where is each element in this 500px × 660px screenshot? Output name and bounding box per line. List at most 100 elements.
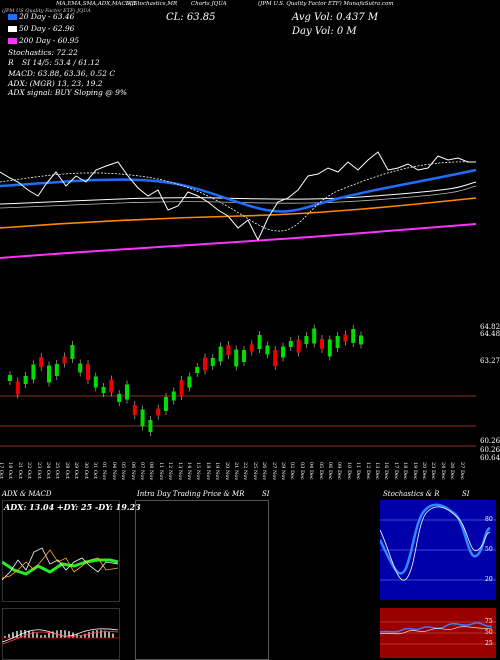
price-axis-3: 63.27 (480, 357, 500, 365)
stochastics-chart (380, 503, 496, 581)
adx-readout: ADX: (MGR) 13, 23, 19.2 (8, 79, 103, 88)
adx-panel (2, 500, 120, 602)
candle (39, 357, 44, 367)
date-label: 30 Oct (82, 462, 89, 479)
date-label: 25 Oct (54, 462, 61, 479)
date-label: 23 Oct (35, 462, 42, 479)
si-tick-25: 25 (485, 640, 493, 647)
date-label: 04 Dec (308, 462, 315, 480)
close-price: CL: 63.85 (166, 12, 216, 23)
header-site: (JPM U.S. Quality Factor ETF) MunafaSutr… (258, 1, 394, 7)
moving-average-chart (0, 151, 477, 259)
stochastics-readout: Stochastics: 72.22 (8, 48, 78, 57)
candle (78, 363, 83, 373)
date-label: 17 Oct (0, 462, 4, 479)
intraday-panel (135, 500, 269, 660)
price-axis-1: 64.82 (480, 323, 500, 331)
macd-histogram-bar (24, 630, 26, 638)
date-label: 21 Oct (16, 462, 23, 479)
date-label: 14 Nov (186, 462, 192, 481)
candle (164, 397, 168, 411)
candle (148, 420, 153, 432)
price-line (0, 151, 476, 242)
si-readout: SI 14/5: 53.4 / 61.12 (22, 58, 100, 67)
legend-label-200: 200 Day - 60.95 (19, 36, 80, 45)
ema200-line (0, 223, 477, 259)
candle (54, 364, 59, 376)
macd-histogram-bar (64, 630, 66, 638)
date-label: 18 Nov (204, 462, 211, 481)
date-label: 29 Oct (73, 462, 80, 479)
candle (327, 339, 332, 357)
day-volume: Day Vol: 0 M (292, 26, 357, 37)
candle (70, 345, 75, 359)
macd-histogram-bar (40, 635, 42, 638)
stoch-si-title: SI (462, 490, 470, 498)
stoch-panel-title: Stochastics & R (383, 490, 440, 498)
price-axis-2: 64.48 (480, 330, 500, 338)
date-label: 11 Dec (355, 462, 362, 480)
date-label: 27 Dec (458, 462, 465, 480)
candle (226, 345, 231, 355)
header-title-mid: SI,Stochastics,MR (126, 1, 178, 7)
candle (249, 344, 254, 352)
si-chart (380, 621, 496, 645)
date-label: 05 Nov (120, 462, 127, 481)
stoch-d-line (380, 506, 491, 581)
adx-white-line (2, 547, 119, 581)
macd-histogram-bar (88, 632, 90, 638)
candle (187, 376, 192, 388)
macd-histogram-bar (112, 633, 114, 638)
date-label: 15 Nov (195, 462, 202, 481)
candle (265, 345, 270, 355)
date-label: 18 Dec (402, 462, 409, 480)
r-label: R (8, 58, 14, 67)
si-tick-75: 75 (485, 618, 493, 625)
macd-histogram-bar (4, 636, 6, 638)
candle (8, 375, 12, 381)
date-label: 19 Dec (411, 462, 418, 480)
adx-orange-line (2, 549, 119, 579)
macd-histogram-bar (60, 630, 62, 638)
candle (210, 358, 215, 366)
date-label: 22 Oct (26, 462, 33, 479)
date-label: 12 Nov (167, 462, 174, 481)
candle (304, 336, 309, 344)
si-signal-line (380, 626, 493, 635)
price-axis-4: 60.26 (480, 437, 500, 445)
price-axis-5: 60.26 (480, 446, 500, 454)
date-label: 31 Oct (92, 462, 98, 479)
date-label: 24 Oct (45, 462, 51, 479)
legend-20day: 20 Day - 63.46 (8, 12, 74, 21)
date-label: 06 Dec (327, 462, 333, 480)
adx-signal: ADX signal: BUY Sloping @ 9% (8, 88, 128, 97)
macd-histogram-bar (12, 632, 14, 638)
date-label: 27 Nov (270, 462, 277, 481)
date-label: 25 Nov (251, 462, 258, 481)
adx-lines (2, 547, 119, 581)
candle (62, 356, 67, 364)
adx-green-line (2, 558, 119, 576)
macd-histogram-bar (80, 635, 82, 638)
stoch-k-line (380, 503, 491, 575)
candle (179, 380, 184, 396)
date-label: 29 Nov (280, 462, 286, 481)
candle (234, 349, 239, 367)
candle (343, 334, 348, 342)
date-label: 04 Nov (110, 462, 117, 481)
date-label: 05 Dec (317, 462, 324, 480)
candle (257, 335, 262, 349)
date-label: 06 Nov (129, 462, 136, 481)
adx-panel-title: ADX & MACD (2, 490, 52, 498)
macd-chart (2, 628, 120, 645)
candle (101, 387, 106, 393)
legend-swatch-20 (8, 14, 17, 20)
ema50-line-2 (0, 185, 477, 209)
stoch-tick-50: 50 (485, 546, 493, 553)
date-label: 10 Dec (345, 462, 352, 480)
candle (335, 336, 340, 348)
candle (359, 335, 363, 345)
date-label: 19 Nov (214, 462, 221, 481)
macd-histogram-bar (96, 630, 98, 638)
si-line (380, 622, 493, 633)
